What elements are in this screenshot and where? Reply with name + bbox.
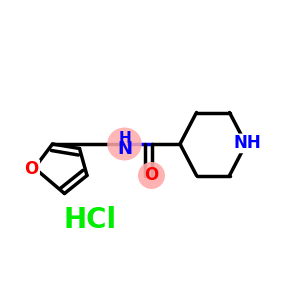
Text: H: H	[118, 131, 131, 146]
Text: HCl: HCl	[63, 206, 117, 235]
Text: O: O	[24, 160, 39, 178]
Ellipse shape	[107, 128, 142, 160]
Ellipse shape	[138, 162, 165, 189]
Text: NH: NH	[234, 134, 261, 152]
Text: O: O	[144, 167, 159, 184]
Text: N: N	[117, 140, 132, 158]
